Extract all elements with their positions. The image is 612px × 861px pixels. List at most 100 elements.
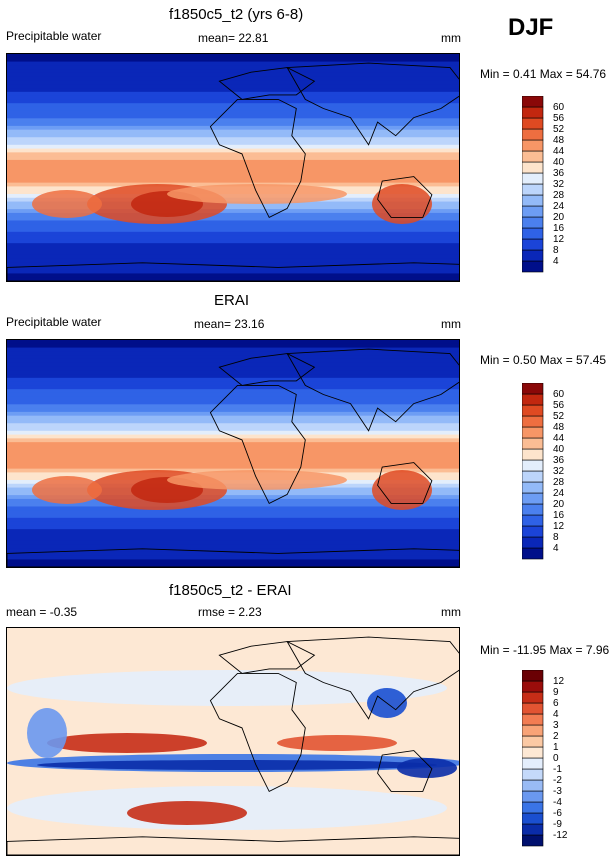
panel1-mean-label: mean= 22.81 [198,31,269,45]
panel2-variable-label: Precipitable water [6,315,102,329]
colorbar-swatch [522,426,544,439]
field-band [7,343,459,349]
colorbar-tick-label: 56 [553,113,565,124]
colorbar-swatch [522,227,544,240]
field-band [7,548,459,553]
panel3-minmax-label: Min = -11.95 Max = 7.96 [480,643,610,657]
field-band [7,144,459,150]
colorbar-tick-label: -1 [553,764,562,775]
colorbar-swatch [522,680,544,693]
field-band [7,95,459,100]
field-band [7,141,459,146]
colorbar-tick-label: 48 [553,135,565,146]
colorbar-swatch [522,415,544,428]
colorbar-tick-label: 24 [553,488,565,499]
colorbar-swatch [522,702,544,715]
field-band [7,404,459,409]
colorbar-swatch [522,768,544,781]
field-band [7,262,459,267]
panel1-minmax-label: Min = 0.41 Max = 54.76 [480,67,607,81]
field-band [7,514,459,519]
colorbar-swatch [522,470,544,483]
field-band [7,258,459,263]
field-band [7,457,459,462]
field-feature [37,760,437,770]
colorbar-tick-label: 8 [553,245,559,256]
colorbar-tick-label: 36 [553,455,565,466]
colorbar-swatch [522,448,544,461]
field-band [7,532,459,538]
field-band [7,419,459,424]
colorbar-swatch [522,492,544,505]
field-band [7,277,459,281]
field-feature [32,476,102,504]
colorbar-tick-label: 32 [553,179,565,190]
field-band [7,381,459,386]
field-band [7,118,459,123]
colorbar-swatch [522,106,544,119]
field-band [7,265,459,271]
colorbar-swatch [522,459,544,472]
panel2-map [6,339,460,568]
panel2-units-label: mm [441,317,461,331]
panel3-title: f1850c5_t2 - ERAI [169,582,292,599]
colorbar-swatch [522,139,544,152]
colorbar-swatch [522,481,544,494]
field-feature [32,190,102,218]
colorbar-swatch [522,383,544,395]
colorbar-swatch [522,724,544,737]
field-band [7,370,459,375]
colorbar-tick-label: -12 [553,830,568,841]
field-band [7,114,459,119]
field-band [7,525,459,530]
field-band [7,555,459,561]
panel2-title: ERAI [214,292,250,309]
field-band [7,61,459,66]
colorbar-tick-label: -2 [553,775,562,786]
panel1-units-label: mm [441,31,461,45]
colorbar-tick-label: 60 [553,102,565,113]
field-feature [372,470,432,510]
colorbar-swatch [522,128,544,141]
field-band [7,415,459,421]
field-band [7,430,459,436]
field-band [7,103,459,108]
colorbar-tick-label: 44 [553,433,565,444]
field-band [7,563,459,567]
field-band [7,408,459,413]
coastline [377,176,433,218]
panel3-rmse-label: rmse = 2.23 [198,605,262,619]
field-band [7,163,459,169]
colorbar-swatch [522,260,544,273]
field-band [7,209,459,214]
colorbar-tick-label: 4 [553,543,559,554]
field-band [7,175,459,180]
colorbar-tick-label: 9 [553,687,559,698]
field-band [7,355,459,360]
field-band [7,358,459,364]
field-band [7,122,459,127]
colorbar-tick-label: 2 [553,731,559,742]
field-band [7,461,459,466]
field-band [7,99,459,104]
field-band [7,529,459,534]
field-band [7,72,459,78]
field-band [7,201,459,206]
field-band [7,551,459,557]
field-band [7,347,459,352]
colorbar-swatch [522,183,544,196]
colorbar-tick-label: 20 [553,499,565,510]
coastline [218,353,316,386]
coastline [286,636,459,720]
coastline [7,548,459,567]
field-band [7,491,459,496]
colorbar-tick-label: 52 [553,411,565,422]
field-band [7,487,459,492]
field-band [7,76,459,82]
field-band [7,366,459,371]
colorbar-tick-label: 28 [553,477,565,488]
coastline [209,98,306,219]
field-band [7,80,459,85]
colorbar-swatch [522,194,544,207]
